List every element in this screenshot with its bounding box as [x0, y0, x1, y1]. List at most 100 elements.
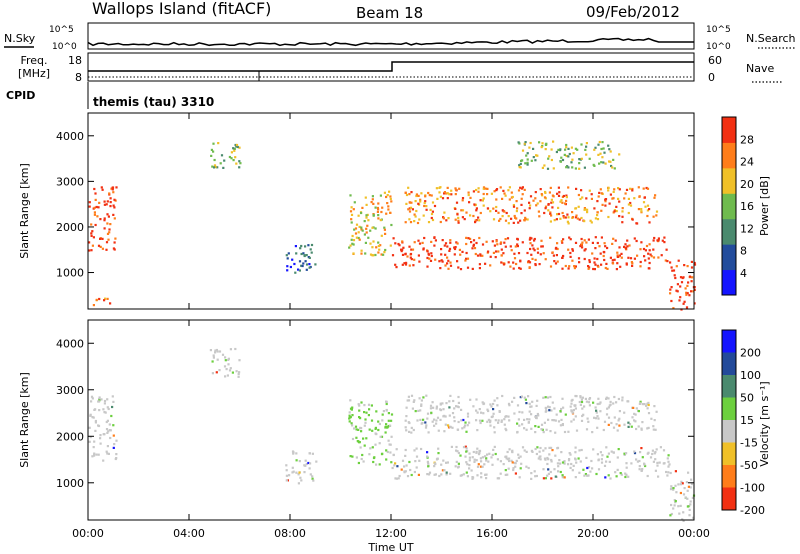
- heatmap-cell: [464, 455, 467, 458]
- heatmap-cell: [544, 207, 547, 210]
- heatmap-cell: [379, 244, 382, 247]
- heatmap-cell: [625, 452, 628, 455]
- y-tick-label: 4000: [56, 337, 84, 350]
- heatmap-cell: [103, 411, 106, 414]
- heatmap-cell: [607, 406, 610, 409]
- heatmap-cell: [590, 221, 593, 224]
- colorbar-segment: [722, 218, 736, 245]
- heatmap-cell: [103, 299, 106, 302]
- y-tick-label: 1000: [56, 267, 84, 280]
- heatmap-cell: [210, 148, 213, 151]
- heatmap-cell: [230, 157, 233, 160]
- heatmap-cell: [523, 418, 526, 421]
- heatmap-cell: [646, 214, 649, 218]
- heatmap-cell: [90, 400, 93, 403]
- heatmap-cell: [401, 253, 405, 256]
- heatmap-cell: [654, 194, 657, 197]
- heatmap-cell: [667, 465, 670, 468]
- heatmap-cell: [536, 154, 539, 157]
- heatmap-cell: [649, 456, 653, 459]
- heatmap-cell: [520, 212, 523, 215]
- heatmap-cell: [235, 370, 238, 373]
- heatmap-cell: [652, 256, 656, 259]
- heatmap-cell: [112, 400, 115, 403]
- heatmap-cell: [235, 162, 238, 165]
- heatmap-cell: [408, 193, 411, 196]
- heatmap-cell: [407, 421, 410, 424]
- heatmap-cell: [660, 254, 663, 257]
- heatmap-cell: [654, 428, 657, 431]
- heatmap-cell: [360, 228, 363, 231]
- heatmap-cell: [366, 224, 369, 227]
- heatmap-cell: [209, 349, 212, 352]
- heatmap-cell: [640, 210, 643, 213]
- heatmap-cell: [476, 474, 479, 477]
- heatmap-cell: [478, 219, 481, 222]
- heatmap-cell: [234, 347, 237, 351]
- heatmap-cell: [435, 407, 438, 410]
- heatmap-cell: [396, 465, 399, 468]
- heatmap-cell: [479, 199, 482, 202]
- heatmap-cell: [560, 451, 563, 454]
- heatmap-cell: [424, 200, 427, 203]
- heatmap-cell: [529, 195, 533, 198]
- heatmap-cell: [285, 464, 288, 467]
- heatmap-cell: [397, 242, 400, 246]
- heatmap-cell: [621, 221, 624, 224]
- heatmap-cell: [299, 476, 302, 479]
- heatmap-cell: [418, 260, 421, 263]
- noise-tick-bottom-left: 10^0: [52, 42, 77, 52]
- heatmap-cell: [433, 204, 437, 208]
- heatmap-cell: [536, 399, 539, 402]
- heatmap-cell: [562, 216, 565, 219]
- heatmap-cell: [422, 214, 425, 217]
- heatmap-cell: [363, 444, 366, 447]
- heatmap-cell: [385, 212, 388, 215]
- heatmap-cell: [355, 223, 359, 226]
- heatmap-cell: [579, 245, 582, 248]
- heatmap-cell: [602, 428, 605, 432]
- heatmap-cell: [657, 237, 660, 240]
- heatmap-cell: [365, 214, 368, 217]
- heatmap-cell: [305, 254, 308, 257]
- colorbar-tick-label: 20: [740, 178, 754, 191]
- heatmap-cell: [401, 263, 404, 266]
- heatmap-cell: [562, 215, 565, 218]
- heatmap-cell: [534, 447, 537, 451]
- heatmap-cell: [550, 446, 553, 449]
- heatmap-cell: [571, 469, 574, 472]
- heatmap-cell: [624, 475, 627, 479]
- heatmap-cell: [487, 250, 490, 253]
- heatmap-cell: [489, 264, 492, 267]
- heatmap-cell: [665, 470, 668, 474]
- heatmap-cell: [513, 214, 516, 218]
- heatmap-cell: [93, 206, 96, 209]
- heatmap-cell: [550, 460, 553, 463]
- heatmap-cell: [486, 187, 489, 190]
- heatmap-cell: [463, 426, 466, 429]
- heatmap-cell: [640, 469, 643, 472]
- heatmap-cell: [408, 207, 411, 210]
- heatmap-cell: [597, 153, 600, 156]
- heatmap-cell: [593, 268, 596, 271]
- heatmap-cell: [515, 262, 518, 266]
- heatmap-cell: [574, 451, 577, 454]
- heatmap-cell: [555, 150, 558, 154]
- heatmap-cell: [599, 410, 602, 413]
- heatmap-cell: [115, 186, 118, 189]
- heatmap-cell: [386, 202, 389, 205]
- heatmap-cell: [385, 402, 388, 406]
- heatmap-cell: [516, 237, 519, 240]
- heatmap-cell: [565, 146, 568, 149]
- heatmap-cell: [651, 452, 654, 456]
- heatmap-cell: [646, 427, 649, 430]
- heatmap-cell: [404, 448, 407, 452]
- heatmap-cell: [557, 212, 561, 216]
- heatmap-cell: [468, 452, 471, 455]
- heatmap-cell: [460, 408, 463, 411]
- heatmap-cell: [447, 424, 450, 427]
- heatmap-cell: [301, 264, 304, 268]
- heatmap-cell: [538, 215, 541, 218]
- heatmap-cell: [113, 217, 116, 220]
- heatmap-cell: [596, 200, 599, 203]
